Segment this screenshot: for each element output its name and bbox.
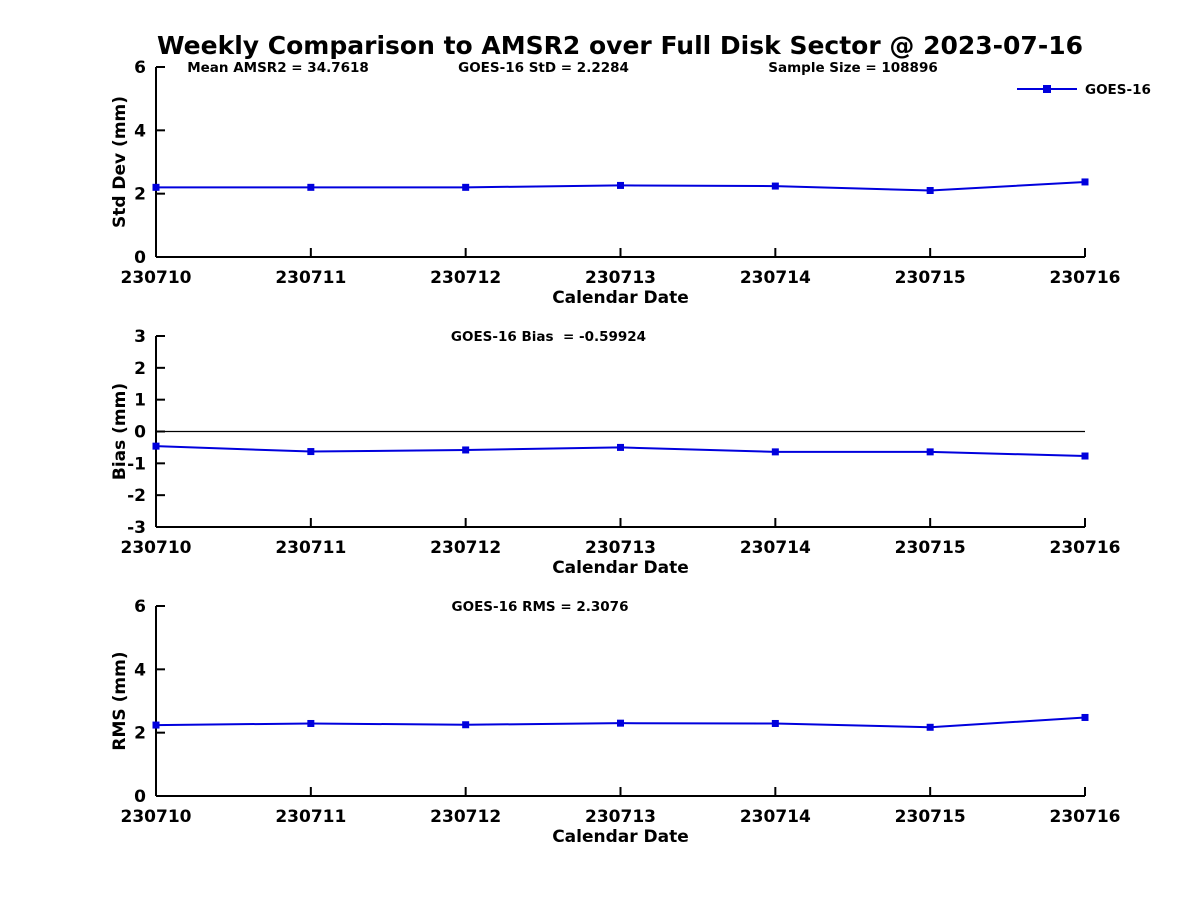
data-point-marker: [307, 448, 315, 456]
y-tick-label: 4: [134, 121, 146, 141]
y-tick-label: 0: [134, 423, 146, 443]
data-point-marker: [462, 446, 470, 454]
y-tick-label: 3: [134, 327, 146, 347]
x-tick-label: 230714: [740, 268, 811, 288]
data-point-marker: [771, 182, 779, 190]
x-tick-label: 230714: [740, 538, 811, 558]
y-tick-label: 6: [134, 597, 146, 617]
data-point-marker: [771, 719, 779, 727]
y-axis-title: RMS (mm): [110, 651, 130, 750]
data-point-marker: [926, 448, 934, 456]
chart-title: Weekly Comparison to AMSR2 over Full Dis…: [156, 31, 1083, 60]
x-tick-label: 230711: [275, 538, 346, 558]
legend-marker: [1043, 85, 1051, 93]
x-tick-label: 230710: [121, 268, 192, 288]
x-tick-label: 230711: [275, 268, 346, 288]
y-tick-label: 2: [134, 724, 146, 744]
data-point-marker: [152, 721, 160, 729]
x-tick-label: 230715: [895, 538, 966, 558]
data-point-marker: [617, 443, 624, 451]
stat-annotation: Sample Size = 108896: [768, 60, 937, 76]
x-tick-label: 230714: [740, 807, 811, 827]
x-axis-title: Calendar Date: [552, 827, 689, 847]
x-tick-label: 230715: [895, 807, 966, 827]
x-tick-label: 230715: [895, 268, 966, 288]
data-point-marker: [617, 719, 624, 727]
x-axis-title: Calendar Date: [552, 288, 689, 308]
x-tick-label: 230711: [275, 807, 346, 827]
data-point-marker: [617, 181, 624, 189]
y-axis-title: Std Dev (mm): [110, 96, 130, 228]
data-point-marker: [307, 719, 315, 727]
x-tick-label: 230716: [1050, 538, 1121, 558]
stat-annotation: GOES-16 StD = 2.2284: [458, 60, 629, 76]
y-tick-label: 2: [134, 185, 146, 205]
data-point-marker: [152, 442, 160, 450]
x-tick-label: 230710: [121, 807, 192, 827]
x-tick-label: 230710: [121, 538, 192, 558]
y-tick-label: 2: [134, 359, 146, 379]
data-point-marker: [307, 183, 315, 191]
x-tick-label: 230712: [430, 538, 501, 558]
y-tick-label: 4: [134, 660, 146, 680]
subplot-bias: -3 -2 -1 0 1 2 3 230710 230711 230712 230713 230714…: [110, 327, 1120, 578]
stat-annotation: GOES-16 RMS = 2.3076: [452, 599, 629, 615]
data-point-marker: [771, 448, 779, 456]
data-point-marker: [152, 183, 160, 191]
legend-label: GOES-16: [1085, 82, 1151, 98]
x-tick-label: 230712: [430, 268, 501, 288]
legend: GOES-16: [1017, 82, 1151, 98]
data-point-marker: [926, 723, 934, 731]
y-tick-label: -1: [127, 454, 146, 474]
data-point-marker: [462, 721, 470, 729]
y-tick-label: 1: [134, 391, 146, 411]
x-tick-label: 230716: [1050, 807, 1121, 827]
x-tick-label: 230713: [585, 538, 656, 558]
x-tick-label: 230712: [430, 807, 501, 827]
subplot-std-dev: 0 2 4 6 230710 230711 230712 230713 230714 230715…: [110, 58, 1151, 308]
stat-annotation: GOES-16 Bias = -0.59924: [451, 329, 646, 345]
stat-annotation: Mean AMSR2 = 34.7618: [187, 60, 369, 76]
x-axis-title: Calendar Date: [552, 558, 689, 578]
y-tick-label: -3: [127, 518, 146, 538]
y-tick-label: 0: [134, 787, 146, 807]
data-point-marker: [926, 187, 934, 194]
x-tick-label: 230716: [1050, 268, 1121, 288]
data-point-marker: [1081, 452, 1089, 460]
y-axis-title: Bias (mm): [110, 383, 130, 480]
y-tick-label: 6: [134, 58, 146, 78]
data-point-marker: [1081, 713, 1089, 721]
y-tick-label: 0: [134, 248, 146, 268]
y-tick-label: -2: [127, 486, 146, 506]
x-tick-label: 230713: [585, 807, 656, 827]
data-point-marker: [462, 183, 470, 191]
x-tick-label: 230713: [585, 268, 656, 288]
subplot-rms: 0 2 4 6 230710 230711 230712 230713 230714 230715…: [110, 597, 1120, 847]
data-point-marker: [1081, 178, 1089, 186]
